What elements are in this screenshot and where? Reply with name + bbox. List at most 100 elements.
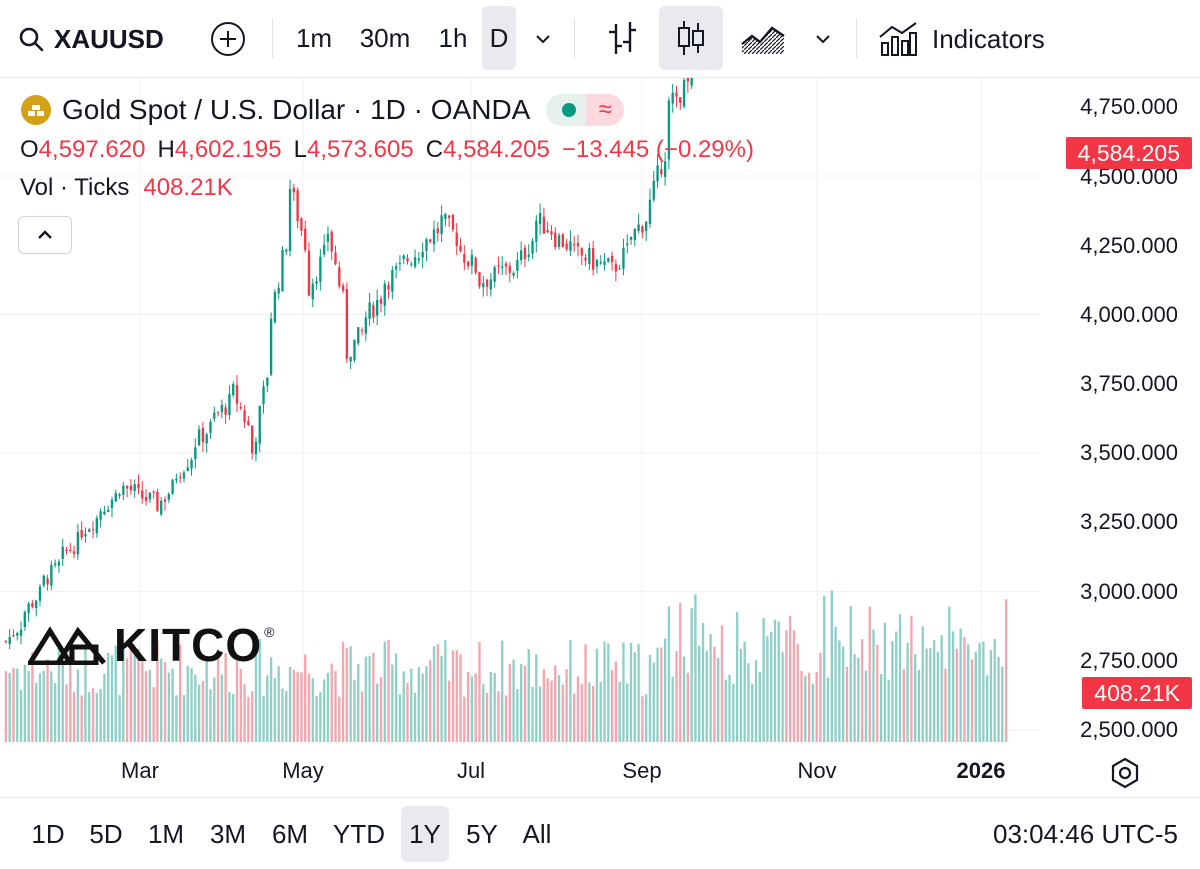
volume-bar [557, 675, 561, 742]
range-1d[interactable]: 1D [31, 818, 65, 849]
candle-down [485, 279, 489, 287]
range-all[interactable]: All [522, 818, 552, 849]
candle-down [436, 228, 439, 234]
chart-type-dropdown[interactable] [806, 20, 840, 58]
volume-bar [891, 641, 894, 742]
registered-mark: ® [264, 624, 275, 640]
candle-up [398, 262, 402, 265]
volume-bar [368, 655, 371, 742]
low-key: L [293, 136, 307, 163]
volume-bar [940, 635, 943, 742]
volume-bar [652, 662, 655, 742]
candle-up [629, 236, 633, 240]
chevron-down-icon [816, 35, 830, 44]
volume-bar [925, 648, 928, 742]
price-tick: 2,750.000 [1080, 648, 1178, 673]
candle-up [531, 241, 534, 254]
interval-30m[interactable]: 30m [359, 22, 411, 53]
volume-bar [269, 657, 273, 742]
area-chart-type-button[interactable] [738, 14, 788, 64]
interval-1h[interactable]: 1h [438, 22, 468, 53]
volume-bar [391, 664, 394, 742]
volume-bar [554, 665, 557, 742]
volume-bar [489, 671, 493, 742]
volume-bar [508, 663, 511, 742]
volume-bar [906, 642, 909, 742]
volume-bar [675, 651, 678, 742]
candle-down [546, 230, 549, 233]
volume-bar [883, 622, 887, 742]
legend-title-row[interactable]: Gold Spot / U.S. Dollar · 1D · OANDA ≈ [20, 90, 625, 130]
candle-down [360, 329, 364, 331]
volume-bar [250, 691, 254, 742]
range-1m[interactable]: 1M [147, 818, 185, 849]
collapse-legend-button[interactable] [18, 216, 72, 254]
volume-bar [982, 641, 985, 742]
volume-bar [1004, 599, 1008, 742]
volume-bar [716, 658, 720, 742]
candle-down [137, 483, 140, 488]
ohlc-bars-icon [609, 22, 636, 54]
range-1y[interactable]: 1Y [401, 806, 449, 862]
volume-bar [402, 671, 405, 742]
volume-bar [542, 669, 546, 742]
volume-bar [493, 672, 496, 742]
market-status-pill[interactable]: ≈ [546, 94, 625, 126]
candle-down [144, 496, 148, 501]
range-5y[interactable]: 5Y [466, 818, 498, 849]
candle-up [413, 257, 417, 267]
volume-bar [125, 658, 129, 742]
range-3m[interactable]: 3M [209, 818, 247, 849]
candle-up [425, 239, 428, 251]
volume-bar [171, 668, 174, 742]
candle-up [501, 266, 504, 268]
volume-bar [201, 680, 205, 742]
candle-up [482, 283, 485, 288]
candle-up [633, 228, 636, 240]
volume-legend-row[interactable]: Vol · Ticks 408.21K [20, 173, 233, 203]
volume-bar [296, 671, 299, 742]
candle-up [194, 447, 197, 460]
candle-up [190, 459, 193, 469]
volume-bar [133, 651, 136, 742]
volume-bar [76, 669, 80, 742]
candle-chart-type-button[interactable] [659, 6, 723, 70]
volume-bar [425, 666, 428, 742]
compare-button[interactable] [206, 17, 250, 61]
candle-up [167, 494, 170, 500]
legend-title: Gold Spot / U.S. Dollar · 1D · OANDA [62, 94, 531, 125]
volume-bar [970, 659, 974, 742]
volume-bar [16, 668, 19, 742]
range-ytd[interactable]: YTD [333, 818, 385, 849]
volume-bar [967, 644, 970, 742]
volume-bar [80, 695, 83, 742]
toolbar-divider [856, 18, 857, 58]
volume-bar [872, 629, 875, 742]
candle-up [42, 575, 45, 586]
candle-up [50, 564, 53, 586]
symbol-search[interactable]: XAUUSD [18, 12, 164, 66]
candle-up [16, 633, 19, 636]
volume-bar [334, 670, 337, 742]
volume-bar [682, 656, 686, 742]
interval-d[interactable]: D [482, 6, 516, 70]
volume-bar [398, 694, 402, 742]
interval-1m[interactable]: 1m [295, 22, 333, 53]
volume-bar [849, 606, 852, 742]
interval-dropdown[interactable] [526, 20, 560, 58]
candle-down [550, 231, 553, 235]
candle-down [31, 603, 34, 608]
bar-chart-type-button[interactable] [596, 10, 648, 68]
range-6m[interactable]: 6M [271, 818, 309, 849]
candle-up [258, 405, 261, 444]
volume-bar [413, 692, 417, 742]
chart-settings-button[interactable] [1108, 756, 1142, 790]
add-circle-icon [211, 22, 245, 56]
price-tick: 3,500.000 [1080, 440, 1178, 465]
indicators-button[interactable]: Indicators [878, 12, 1045, 66]
price-chart[interactable] [0, 78, 1200, 797]
range-5d[interactable]: 5D [89, 818, 123, 849]
volume-bar [622, 642, 625, 742]
volume-bar [864, 670, 868, 742]
volume-bar [182, 694, 186, 742]
